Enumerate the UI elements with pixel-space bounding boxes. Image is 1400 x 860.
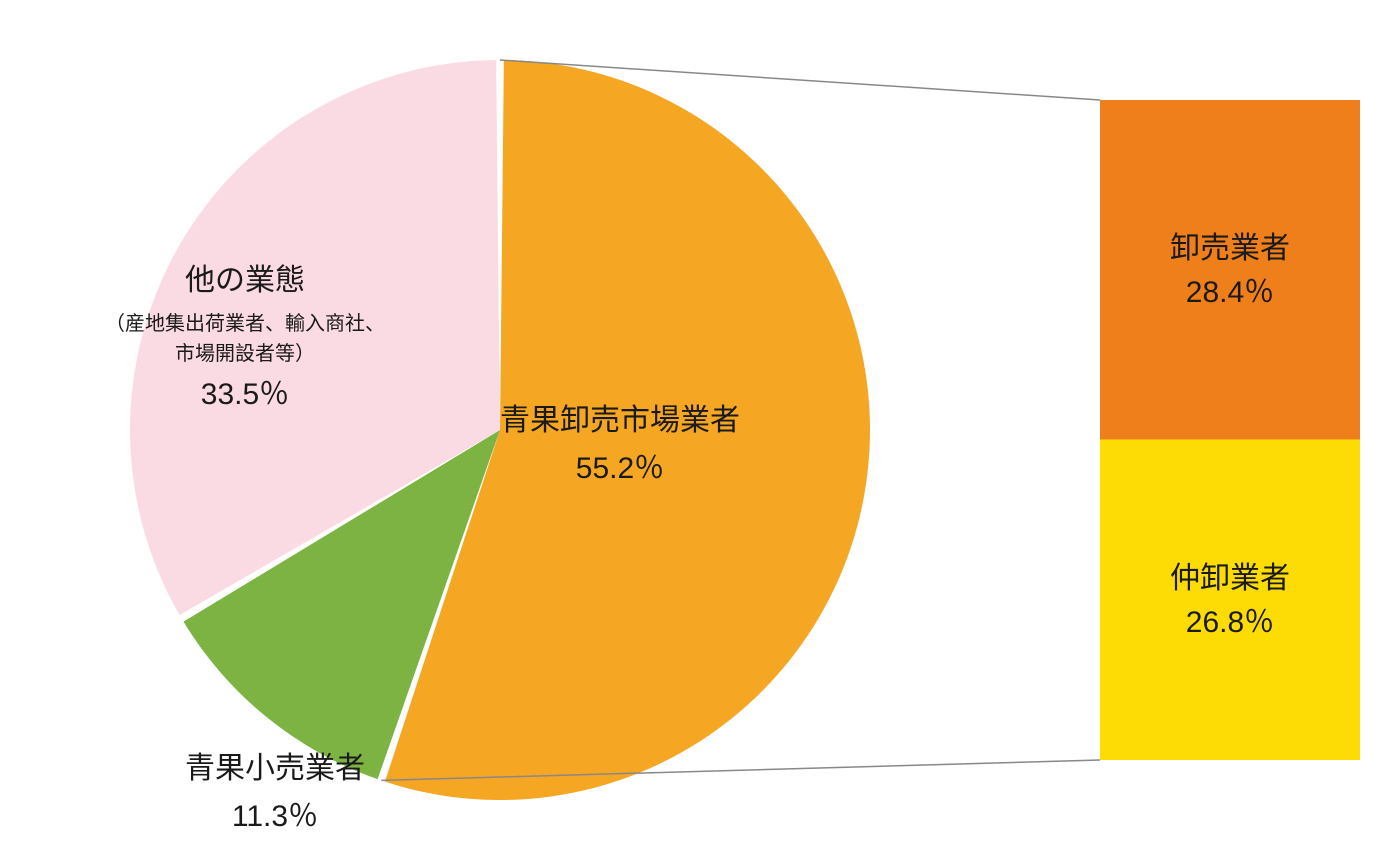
pie-label-line: 青果卸売市場業者: [500, 404, 740, 437]
breakout-segment-wholesaler: [1100, 100, 1360, 440]
pie-breakout-chart: 卸売業者 28.4％ 仲卸業者 26.8％ 青果卸売市場業者 55.2％ 青果小売業者 11.…: [0, 0, 1400, 860]
pie-label-line: 55.2％: [576, 452, 664, 485]
pie-label-line: （産地集出荷業者、輸入商社、: [105, 312, 385, 335]
breakout-label-middle-wholesaler: 仲卸業者: [1170, 562, 1290, 595]
pie-label-line: 11.3％: [232, 800, 318, 833]
pie-label-line: 市場開設者等）: [175, 342, 315, 365]
breakout-segment-middle-wholesaler: [1100, 440, 1360, 760]
pie-label-line: 青果小売業者: [185, 752, 365, 785]
breakout-pct-wholesaler: 28.4％: [1186, 276, 1274, 309]
breakout-label-wholesaler: 卸売業者: [1170, 232, 1290, 265]
pie-label-line: 他の業態: [185, 264, 305, 297]
breakout-pct-middle-wholesaler: 26.8％: [1186, 606, 1274, 639]
pie-label-line: 33.5％: [201, 378, 289, 411]
